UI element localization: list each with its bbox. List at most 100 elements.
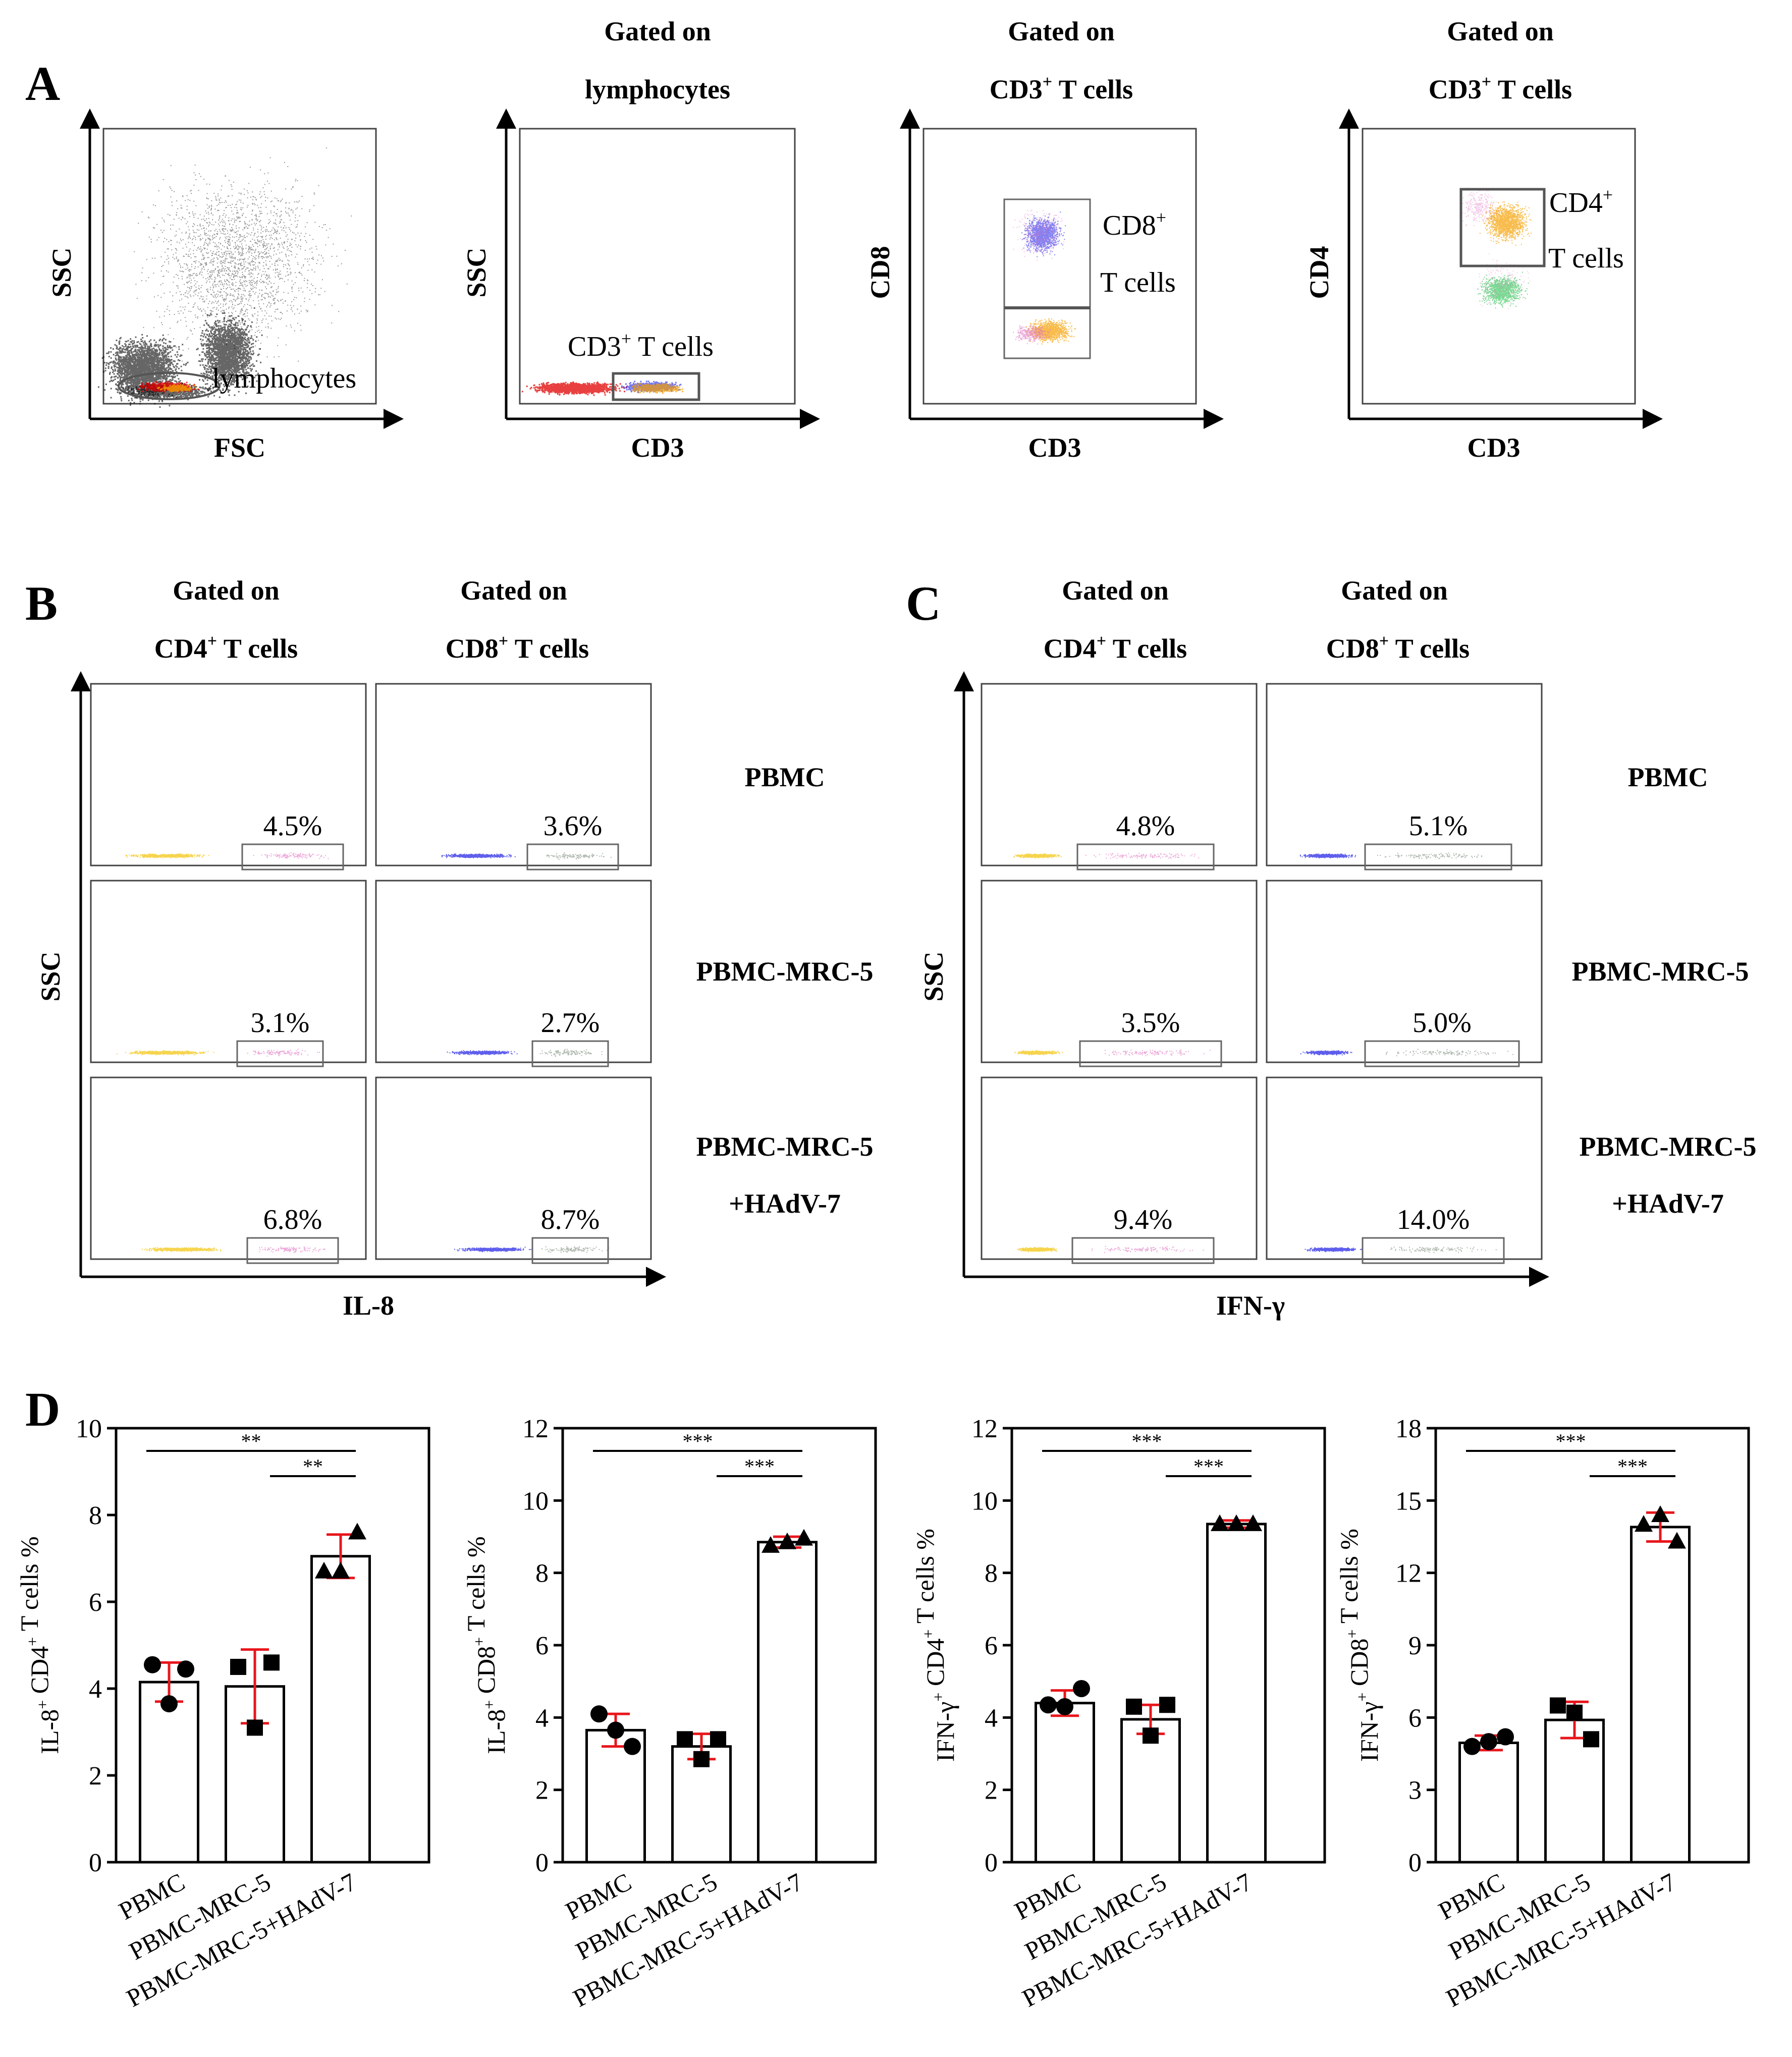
- percent-label: 5.1%: [1409, 810, 1468, 842]
- panel-c-col2-header2: CD8+ T cells: [1326, 632, 1470, 664]
- percent-label: 3.1%: [251, 1007, 310, 1039]
- data-point: [590, 1705, 608, 1723]
- positive-events-dots: [1386, 1049, 1513, 1056]
- panelC-plot-r3-c1: 9.4%: [981, 1076, 1258, 1264]
- data-point: [1583, 1731, 1599, 1748]
- data-point: [1073, 1680, 1090, 1697]
- positive-events: [1386, 1049, 1513, 1056]
- y-tick-label: 8: [535, 1559, 549, 1588]
- bar-3: [757, 1541, 818, 1864]
- plot-box: [90, 880, 367, 1063]
- panel-c: C Gated on CD4+ T cells Gated on CD8+ T …: [906, 575, 1756, 1321]
- panelB-plot-r1-c2: 3.6%: [375, 683, 652, 871]
- y-tick-label: 6: [535, 1632, 549, 1660]
- data-point: [677, 1731, 693, 1748]
- panel-c-row3-label-line1: PBMC-MRC-5: [1580, 1131, 1757, 1162]
- panel-b-col1-header1: Gated on: [173, 575, 280, 606]
- plot-a1-xlabel: FSC: [214, 432, 265, 463]
- positive-gate: [531, 1040, 609, 1067]
- positive-events: [541, 1246, 610, 1253]
- panel-c-xlabel: IFN-γ: [1216, 1290, 1285, 1321]
- main-population: [117, 1050, 214, 1056]
- significance-label: ***: [1193, 1455, 1224, 1478]
- plot-a3-box: [922, 128, 1197, 405]
- a3-cd8-pink-dots: [1013, 209, 1065, 261]
- data-point: [1463, 1738, 1481, 1755]
- main-population-dots: [1305, 1247, 1362, 1253]
- main-population-dots: [1013, 853, 1062, 859]
- positive-events-dots: [253, 852, 329, 859]
- main-population: [1014, 1050, 1063, 1056]
- significance-label: **: [303, 1455, 323, 1478]
- panel-c-grid: 4.8% 5.1% 3.5% 5.0% 9.4% 14.0%: [981, 683, 1543, 1264]
- panel-c-letter: C: [906, 576, 941, 630]
- panel-b-row2-label: PBMC-MRC-5: [696, 956, 874, 987]
- y-tick-label: 6: [89, 1588, 102, 1617]
- plot-a3-header2: CD3+ T cells: [990, 73, 1133, 104]
- positive-events-dots: [1390, 1247, 1497, 1253]
- plot-box: [375, 683, 652, 867]
- a1-lymph-orange: [157, 384, 197, 393]
- main-population-dots: [117, 1050, 214, 1056]
- significance-label: ***: [683, 1430, 713, 1452]
- panelB-plot-r1-c1: 4.5%: [90, 683, 367, 871]
- plot-a2-box: [519, 128, 796, 405]
- plot-a3-header1: Gated on: [1008, 16, 1115, 46]
- a3-cd8-blue-dots: [1021, 211, 1066, 257]
- panel-d-letter: D: [25, 1382, 60, 1436]
- panel-c-row3-label-line2: +HAdV-7: [1612, 1188, 1724, 1219]
- data-point: [1159, 1697, 1175, 1713]
- plot-box: [1266, 1076, 1543, 1260]
- data-point: [348, 1523, 366, 1540]
- data-point: [144, 1656, 161, 1673]
- panel-c-row2-label: PBMC-MRC-5: [1572, 956, 1749, 987]
- data-point: [332, 1561, 350, 1579]
- bar-3: [310, 1555, 371, 1864]
- positive-events-dots: [1085, 852, 1200, 859]
- positive-gate: [241, 843, 344, 871]
- y-tick-label: 4: [535, 1704, 549, 1733]
- y-axis-label: IL-8+ CD8+ T cells %: [462, 1536, 510, 1754]
- plot-a1-gate: [118, 372, 221, 400]
- plot-a3-ylabel: CD8: [865, 246, 895, 299]
- main-population-dots: [1017, 1247, 1058, 1253]
- main-population: [1013, 853, 1062, 859]
- data-point: [1635, 1515, 1653, 1532]
- y-tick-label: 12: [971, 1415, 998, 1443]
- a1-sparse-events: [134, 147, 352, 375]
- positive-events-dots: [539, 1049, 603, 1057]
- panelB-plot-r3-c1: 6.8%: [90, 1076, 367, 1264]
- y-tick-label: 2: [985, 1776, 998, 1805]
- plot-box: [375, 880, 652, 1063]
- a3-cd4-orange: [1025, 318, 1076, 345]
- main-population: [454, 1247, 533, 1253]
- plot-box: [375, 1076, 652, 1260]
- panel-c-col1-header1: Gated on: [1062, 575, 1169, 606]
- plot-a4-gate-line2: T cells: [1548, 243, 1624, 274]
- positive-gate: [531, 1237, 609, 1264]
- percent-label: 3.5%: [1121, 1007, 1180, 1039]
- plot-a2-gate: [612, 372, 700, 401]
- a3-cd4-pink-dots: [1013, 324, 1051, 345]
- plot-a4: Gated on CD3+ T cells CD4+ T cells CD4 C…: [1304, 16, 1663, 463]
- a4-cd8-green: [1477, 272, 1529, 309]
- panel-b-grid: 4.5% 3.6% 3.1% 2.7% 6.8% 8.7%: [90, 683, 652, 1264]
- panel-b-col1-header2: CD4+ T cells: [154, 632, 298, 664]
- positive-events: [1091, 1246, 1204, 1253]
- panel-b-xlabel: IL-8: [343, 1290, 394, 1321]
- data-point: [1651, 1505, 1669, 1522]
- data-point: [230, 1659, 246, 1675]
- y-tick-label: 15: [1395, 1487, 1422, 1515]
- data-point: [778, 1532, 796, 1549]
- data-point: [247, 1719, 263, 1736]
- plot-a1-gate-label: lymphocytes: [212, 363, 356, 394]
- a1-dense-right-dots: [196, 307, 263, 398]
- bar-1: [1035, 1702, 1095, 1864]
- significance-label: ***: [1556, 1430, 1586, 1452]
- y-tick-label: 0: [1408, 1849, 1422, 1877]
- a4-cd4-pink: [1460, 187, 1499, 227]
